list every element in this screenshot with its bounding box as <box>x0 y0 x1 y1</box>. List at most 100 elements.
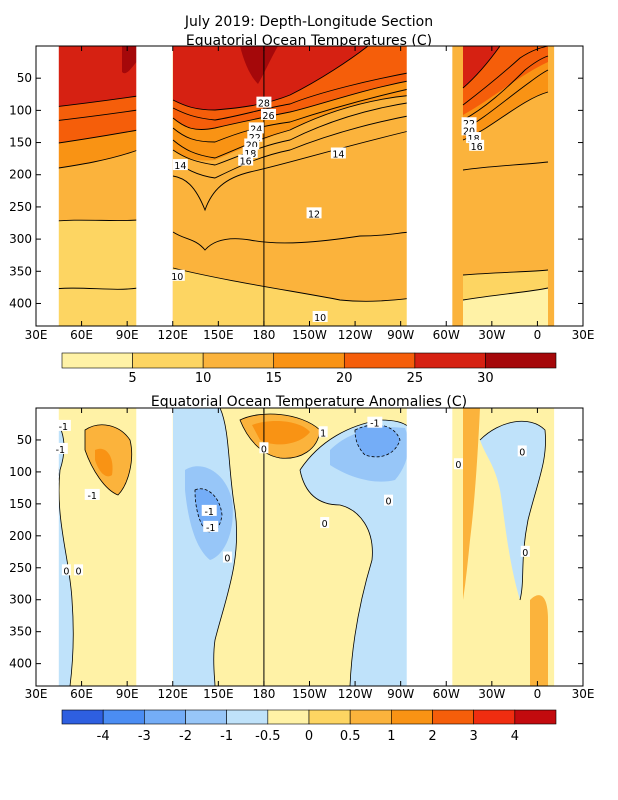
contour-label-0-5: 18 <box>244 149 256 160</box>
chart1-subtitle: Equatorial Ocean Temperatures (C) <box>186 33 432 49</box>
contour-label-1-8: 0 <box>224 554 230 565</box>
contour-label-0-10: 10 <box>171 272 183 283</box>
colorbar-swatch-1-0 <box>61 709 104 725</box>
colorbar-label-1-2: -2 <box>179 729 192 744</box>
x-tick-label-0-12: 30E <box>572 328 595 342</box>
contour-label-1-14: 0 <box>519 447 525 458</box>
no-data-gap-0-0 <box>36 46 59 326</box>
colorbar-1: -4 -3 -2 -1 -0.5 0 0.5 1 2 3 4 <box>61 709 557 744</box>
contour-label-bg-1-7 <box>259 442 269 454</box>
contour-label-0-8: 14 <box>332 149 344 160</box>
contour-label-0-2: 24 <box>250 124 262 135</box>
contour-label-1-11: 0 <box>322 519 328 530</box>
x-tick-label-0-9: 60W <box>433 328 460 342</box>
anom-atlantic-pos <box>463 408 480 600</box>
contour-label-bg-0-10 <box>169 269 185 281</box>
contour-22-central <box>172 87 414 143</box>
contour-28-east <box>462 46 501 89</box>
x-tick-label-1-7: 120W <box>338 687 373 701</box>
contour-label-1-5: -1 <box>370 419 379 430</box>
contour-label-0-13: 20 <box>463 126 475 137</box>
contour-label-0-4: 20 <box>246 140 258 151</box>
contour-label-1-4: -1 <box>206 523 215 534</box>
colorbar-label-1-9: 3 <box>470 729 478 744</box>
temp-band-10-15-west <box>45 220 138 326</box>
contour-label-bg-0-3 <box>247 130 263 142</box>
y-tick-label-0-7: 400 <box>9 296 32 310</box>
contour-label-bg-0-5 <box>242 146 258 158</box>
anom-east-pacific-neg-1 <box>355 424 400 457</box>
anom-contour-0-central <box>213 408 238 686</box>
x-tick-label-0-2: 90E <box>116 328 139 342</box>
contour-10-east <box>462 269 549 276</box>
x-tick-label-0-10: 30W <box>478 328 505 342</box>
anom-west-pos2 <box>95 448 113 477</box>
colorbar-0: 5 10 15 20 25 30 <box>61 352 557 386</box>
contour-label-bg-0-1 <box>260 108 276 120</box>
contour-label-0-7: 14 <box>174 161 186 172</box>
contour-label-bg-1-10 <box>74 564 84 576</box>
colorbar-swatch-1-9 <box>432 709 474 725</box>
contour-label-bg-0-8 <box>330 147 346 159</box>
temp-band-30-central <box>240 46 278 84</box>
colorbar-swatch-0-2 <box>202 352 275 369</box>
contour-8-east <box>462 287 549 301</box>
anom-atlantic-neg <box>480 421 546 600</box>
anom-east-pacific-neg <box>300 420 413 686</box>
contour-label-bg-1-14 <box>517 445 527 457</box>
contour-20-east <box>462 69 549 131</box>
y-tick-label-0-1: 100 <box>9 103 32 117</box>
y-tick-label-0-5: 300 <box>9 232 32 246</box>
no-data-gap-1-3 <box>554 408 583 686</box>
contour-label-bg-1-5 <box>367 416 383 428</box>
contour-label-bg-0-7 <box>172 159 188 171</box>
x-tick-label-0-0: 30E <box>25 328 48 342</box>
colorbar-swatch-0-1 <box>132 352 204 369</box>
temp-band-28-30-west <box>45 46 138 108</box>
x-tick-label-0-3: 120E <box>158 328 189 342</box>
contour-label-0-11: 10 <box>314 313 326 324</box>
contour-label-bg-1-2 <box>84 488 100 500</box>
x-tick-label-0-7: 120W <box>338 328 373 342</box>
contour-label-bg-0-15 <box>469 139 485 151</box>
x-tick-label-1-10: 30W <box>478 687 505 701</box>
anom-contour-neg1-central <box>194 488 223 533</box>
contour-label-bg-0-4 <box>244 138 260 150</box>
x-tick-label-1-3: 120E <box>158 687 189 701</box>
contour-label-bg-0-11 <box>312 310 328 322</box>
y-tick-label-1-5: 300 <box>9 593 32 607</box>
contour-label-1-13: 0 <box>455 460 461 471</box>
contour-14-east <box>462 161 549 171</box>
contour-22-east <box>462 55 549 121</box>
temp-band-28-30-east <box>463 46 500 88</box>
colorbar-label-1-7: 1 <box>387 729 395 744</box>
contour-label-bg-1-12 <box>384 494 394 506</box>
x-tick-label-0-8: 90W <box>387 328 414 342</box>
colorbar-label-0-3: 20 <box>336 371 353 386</box>
contour-label-bg-1-15 <box>520 545 530 557</box>
contour-label-1-15: 0 <box>522 548 528 559</box>
contour-18-central <box>172 101 414 166</box>
colorbar-swatch-0-0 <box>61 352 133 369</box>
chart1-title: July 2019: Depth-Longitude Section <box>184 14 433 30</box>
chart2-title: Equatorial Ocean Temperature Anomalies (… <box>151 394 467 410</box>
colorbar-swatch-0-3 <box>273 352 345 369</box>
contour-label-0-9: 12 <box>308 209 320 220</box>
colorbar-label-0-4: 25 <box>407 371 424 386</box>
x-tick-label-1-6: 150W <box>292 687 327 701</box>
colorbar-label-0-2: 15 <box>265 371 282 386</box>
contour-label-1-12: 0 <box>385 497 391 508</box>
y-tick-label-0-3: 200 <box>9 168 32 182</box>
y-tick-label-1-6: 350 <box>9 625 32 639</box>
contour-26-central <box>172 71 414 121</box>
contour-label-1-3: -1 <box>204 507 213 518</box>
colorbar-swatch-1-7 <box>349 709 392 725</box>
contour-label-bg-1-4 <box>203 520 219 532</box>
y-tick-label-1-4: 250 <box>9 561 32 575</box>
colorbar-swatch-1-2 <box>144 709 186 725</box>
colorbar-swatch-0-6 <box>485 352 557 369</box>
no-data-gap-0-2 <box>406 46 453 326</box>
y-tick-label-1-3: 200 <box>9 529 32 543</box>
y-tick-label-0-6: 350 <box>9 264 32 278</box>
x-tick-label-1-8: 90W <box>387 687 414 701</box>
